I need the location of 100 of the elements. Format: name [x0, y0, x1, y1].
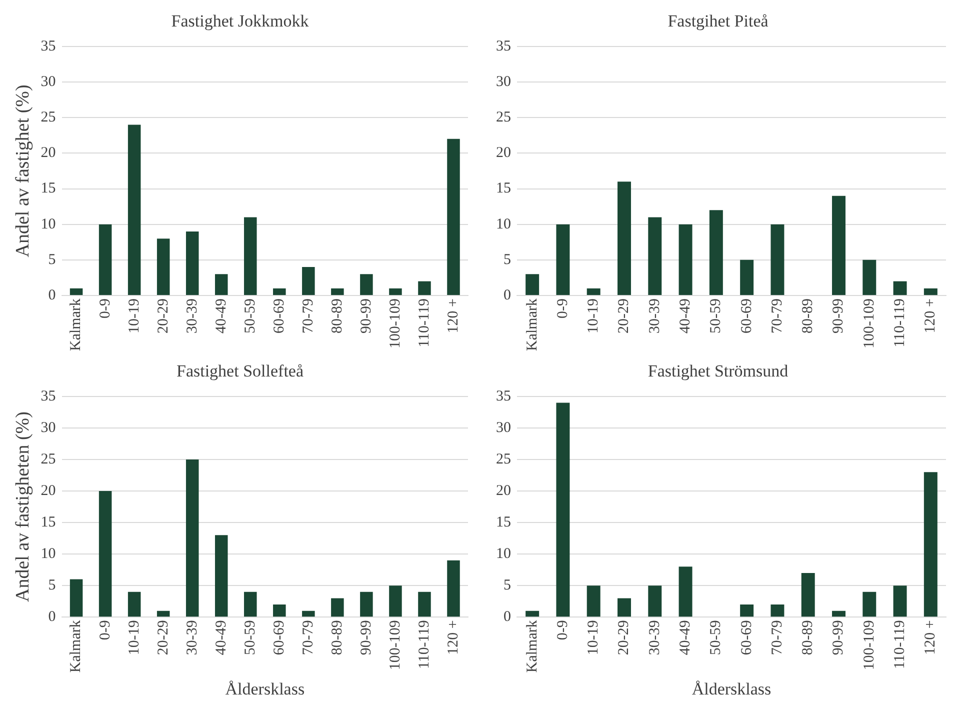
x-tick-label: 110-119: [416, 620, 432, 670]
bar: [98, 490, 112, 617]
bar: [586, 288, 600, 296]
y-tick-label: 0: [504, 609, 511, 626]
y-tick-label: 15: [496, 180, 511, 197]
x-tick-label: 60-69: [271, 620, 288, 656]
y-tick-label: 0: [48, 609, 56, 626]
x-tick-label: 0-9: [554, 298, 571, 319]
x-tick-label: 30-39: [646, 620, 663, 656]
bar: [832, 196, 846, 296]
y-tick-label: 5: [504, 578, 511, 594]
bar: [648, 586, 662, 617]
x-tick-label: 100-109: [861, 298, 878, 349]
y-tick-label: 15: [40, 180, 56, 197]
y-tick-label: 35: [496, 388, 511, 404]
bar: [156, 238, 170, 296]
y-tick-label: 10: [40, 546, 56, 562]
bar: [740, 260, 754, 296]
y-tick-label: 25: [496, 451, 511, 468]
bar: [709, 210, 723, 296]
x-tick-label: 10-19: [586, 620, 602, 656]
x-tick-label: 10-19: [126, 620, 142, 656]
y-tick-label: 30: [496, 420, 511, 436]
y-tick-label: 20: [40, 145, 56, 162]
x-tick-label: 80-89: [329, 298, 346, 334]
x-tick-label: 90-99: [830, 298, 847, 334]
y-axis-title: Andel av fastigheten (%): [12, 412, 34, 602]
bar: [447, 138, 460, 296]
bar: [214, 274, 228, 296]
y-tick-label: 25: [40, 451, 56, 468]
x-tick-label: 70-79: [300, 620, 316, 656]
bar: [862, 592, 876, 617]
y-tick-label: 0: [48, 287, 56, 304]
x-tick-label: 70-79: [300, 298, 316, 334]
y-tick-label: 5: [504, 252, 511, 268]
bar: [360, 592, 373, 617]
bar: [526, 274, 540, 296]
y-tick-label: 25: [496, 110, 511, 126]
x-tick-label: Kalmark: [68, 620, 84, 673]
bar: [244, 592, 257, 617]
x-tick-label: 30-39: [184, 298, 200, 334]
bar: [618, 598, 631, 617]
x-tick-label: 90-99: [358, 298, 374, 334]
bar: [801, 572, 815, 617]
y-tick-label: 20: [40, 482, 56, 499]
chart-title: Fastgihet Piteå: [668, 12, 769, 31]
x-tick-label: 10-19: [586, 298, 602, 334]
x-tick-label: 50-59: [708, 298, 724, 334]
y-tick-label: 30: [40, 74, 56, 90]
y-tick-label: 10: [40, 216, 56, 232]
bar: [156, 610, 170, 617]
y-tick-label: 25: [40, 110, 56, 126]
bar: [70, 579, 83, 617]
x-tick-label: 80-89: [800, 298, 816, 334]
bar: [740, 604, 754, 617]
x-tick-label: 20-29: [155, 620, 172, 656]
bar: [862, 260, 876, 296]
bar: [924, 288, 938, 296]
y-tick-label: 10: [496, 216, 511, 232]
bar: [70, 288, 83, 296]
bar: [128, 124, 141, 296]
x-tick-label: 0-9: [97, 298, 114, 319]
y-tick-label: 5: [48, 578, 56, 594]
bar: [556, 224, 570, 296]
bar: [526, 610, 540, 617]
x-tick-label: 100-109: [387, 298, 404, 349]
x-tick-label: 30-39: [646, 298, 663, 334]
y-tick-label: 5: [48, 252, 56, 268]
bar: [447, 560, 460, 617]
bar: [331, 598, 344, 617]
x-tick-label: Kalmark: [524, 620, 540, 673]
x-tick-label: 120 +: [445, 620, 462, 655]
bar: [832, 610, 846, 617]
x-axis-title: Åldersklass: [692, 679, 772, 698]
x-tick-label: 20-29: [616, 298, 632, 334]
x-tick-label: 30-39: [184, 620, 200, 656]
y-tick-label: 20: [496, 145, 511, 162]
x-tick-label: 60-69: [271, 298, 288, 334]
y-tick-label: 35: [496, 38, 511, 54]
x-tick-label: 0-9: [97, 620, 114, 640]
x-tick-label: 90-99: [830, 620, 847, 656]
x-tick-label: 120 +: [445, 298, 462, 334]
x-tick-label: 100-109: [387, 620, 404, 670]
x-tick-label: 120 +: [922, 298, 939, 334]
x-tick-label: 120 +: [922, 620, 939, 655]
y-tick-label: 35: [40, 38, 56, 54]
x-tick-label: Kalmark: [68, 298, 84, 352]
x-tick-label: 110-119: [892, 620, 908, 670]
bar: [893, 586, 907, 617]
bar: [98, 224, 112, 296]
y-tick-label: 35: [40, 388, 56, 404]
bar: [302, 267, 315, 296]
x-tick-label: 110-119: [416, 298, 432, 348]
x-tick-label: 90-99: [358, 620, 374, 656]
bar: [924, 472, 938, 617]
bar: [244, 217, 257, 296]
bar: [618, 182, 631, 296]
bar: [214, 535, 228, 617]
chart-title: Fastighet Jokkmokk: [171, 12, 310, 31]
bar: [648, 217, 662, 296]
